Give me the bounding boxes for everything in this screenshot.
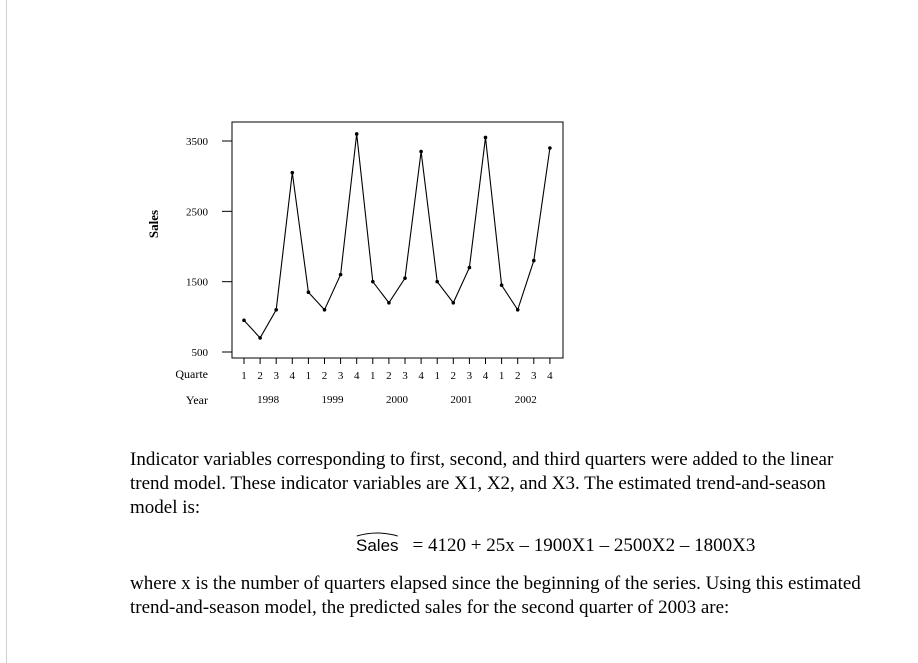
question-intro-text: Indicator variables corresponding to fir… bbox=[130, 449, 834, 518]
quarter-tick-label: 1 bbox=[434, 370, 440, 382]
sales-data-point bbox=[548, 146, 552, 150]
quarter-tick-label: 1 bbox=[241, 370, 247, 382]
year-label: 2001 bbox=[450, 394, 472, 406]
sales-data-point bbox=[451, 300, 456, 305]
quarter-tick-label: 2 bbox=[322, 370, 328, 382]
sales-data-point bbox=[354, 132, 359, 136]
sales-data-point bbox=[532, 258, 536, 263]
year-label: 1998 bbox=[257, 394, 280, 406]
quarter-tick-label: 2 bbox=[515, 370, 521, 382]
quarter-tick-label: 2 bbox=[257, 370, 263, 382]
sales-data-point bbox=[306, 290, 311, 295]
y-axis-title: Sales bbox=[146, 210, 161, 238]
trend-season-equation: Sales = 4120 + 25x – 1900X1 – 2500X2 – 1… bbox=[356, 532, 756, 565]
sales-data-point bbox=[499, 283, 504, 287]
quarter-tick-label: 1 bbox=[499, 370, 505, 382]
quarter-tick-label: 3 bbox=[531, 370, 537, 382]
y-tick-label: 1500 bbox=[186, 277, 209, 289]
quarter-tick-label: 3 bbox=[338, 370, 344, 382]
sales-chart: 500 1500 2500 3500 Sales 1 2 3 4 1 2 3 4 1 2 3 4 1 2 3 4 1 2 3 4… bbox=[146, 121, 564, 407]
quarter-tick-label: 4 bbox=[547, 370, 553, 382]
hat-accent-icon bbox=[356, 532, 398, 537]
quarter-tick-label: 2 bbox=[386, 370, 392, 382]
y-tick-label: 3500 bbox=[186, 136, 209, 148]
sales-data-point bbox=[483, 135, 488, 140]
sales-data-point bbox=[387, 300, 391, 305]
equation-lhs: Sales bbox=[356, 532, 399, 556]
quarter-tick-label: 4 bbox=[354, 370, 360, 382]
sales-data-point bbox=[467, 265, 472, 270]
sales-data-point bbox=[338, 272, 343, 277]
sales-data-point bbox=[435, 279, 440, 284]
year-label: 1999 bbox=[322, 394, 345, 406]
sales-data-point bbox=[403, 276, 407, 280]
y-tick-label: 2500 bbox=[186, 206, 209, 218]
sales-data-point bbox=[322, 308, 327, 312]
year-row-label: Year bbox=[186, 393, 208, 407]
sales-data-point bbox=[290, 170, 295, 175]
sales-series-line bbox=[243, 133, 551, 339]
sales-data-point bbox=[515, 308, 520, 312]
plot-frame bbox=[231, 121, 564, 359]
equation-rhs: = 4120 + 25x – 1900X1 – 2500X2 – 1800X3 bbox=[412, 535, 756, 556]
sales-data-point bbox=[242, 318, 246, 323]
quarter-tick-label: 4 bbox=[290, 370, 296, 382]
quarter-tick-label: 1 bbox=[370, 370, 376, 382]
equation-lhs-label: Sales bbox=[356, 536, 399, 555]
quarter-tick-label: 2 bbox=[451, 370, 457, 382]
year-label: 2000 bbox=[386, 394, 409, 406]
quarter-tick-label: 1 bbox=[306, 370, 312, 382]
question-prompt-text: where x is the number of quarters elapse… bbox=[130, 573, 861, 618]
sales-data-point bbox=[419, 149, 423, 154]
quarter-tick-label: 3 bbox=[467, 370, 473, 382]
quarter-tick-label: 4 bbox=[483, 370, 489, 382]
sales-data-point bbox=[274, 308, 279, 312]
quarter-tick-label: 3 bbox=[273, 370, 279, 382]
quarter-tick-label: 3 bbox=[402, 370, 408, 382]
page-left-border bbox=[6, 0, 7, 663]
sales-data-point bbox=[371, 279, 375, 284]
year-label: 2002 bbox=[515, 394, 537, 406]
sales-data-point bbox=[258, 336, 262, 340]
quarter-tick-label: 4 bbox=[418, 370, 424, 382]
y-tick-label: 500 bbox=[192, 347, 209, 359]
quarter-row-label: Quarte bbox=[175, 367, 208, 381]
